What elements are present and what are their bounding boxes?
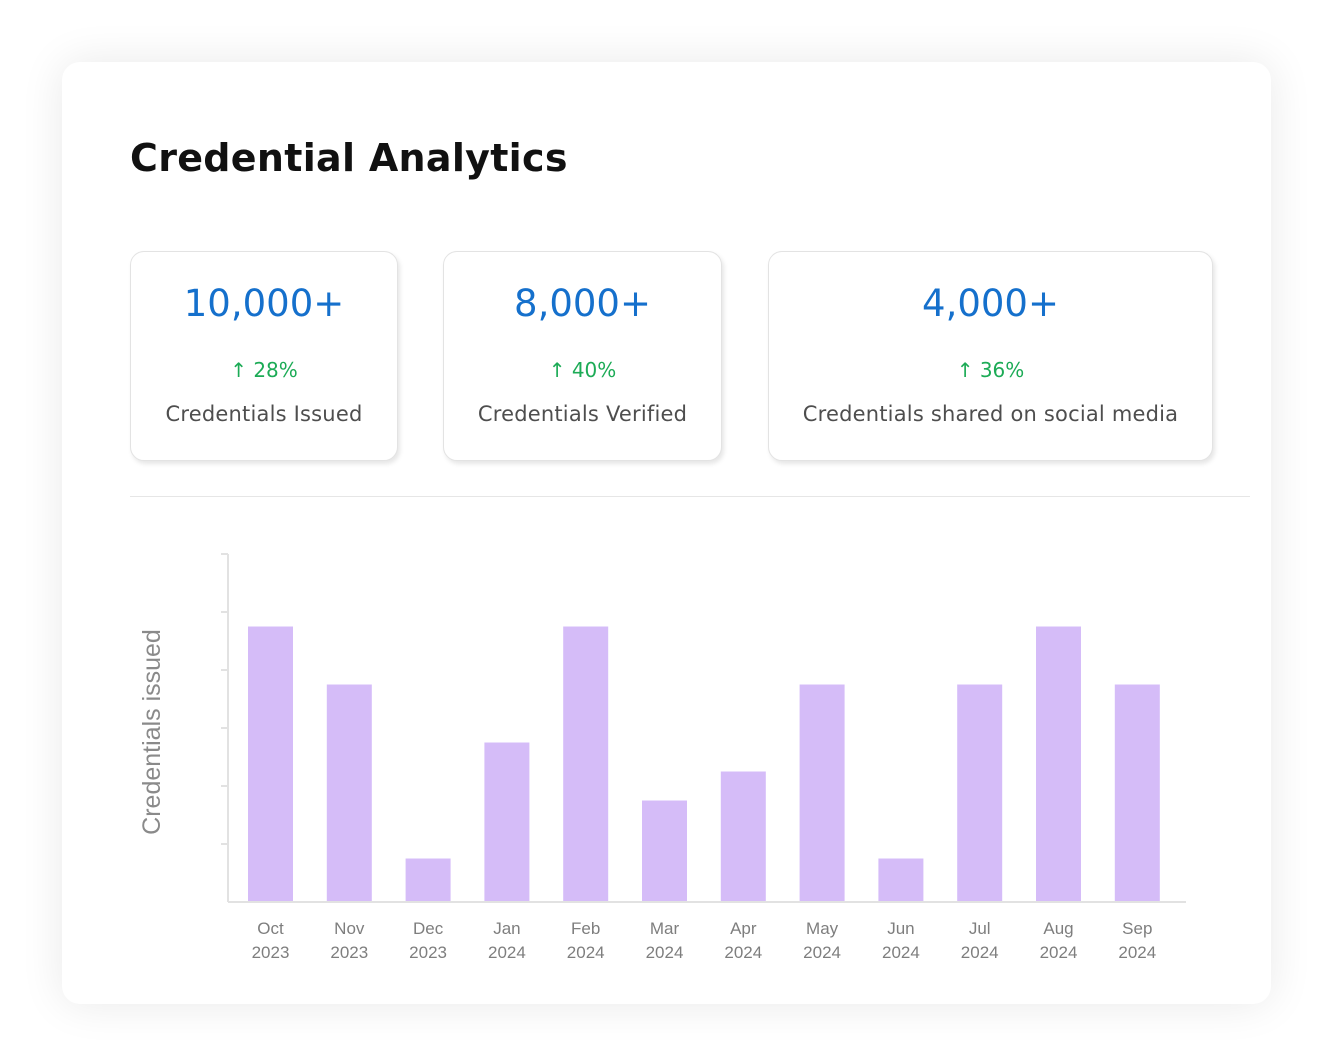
analytics-card: Credential Analytics 10,000+ ↑ 28% Crede… xyxy=(62,62,1271,1004)
bar-series xyxy=(248,626,1160,902)
x-tick-label-year: 2024 xyxy=(803,943,841,962)
bar xyxy=(248,626,293,902)
stat-value: 10,000+ xyxy=(183,282,345,325)
bar xyxy=(720,771,766,902)
stat-change: ↑ 40% xyxy=(548,358,617,382)
x-tick-label-month: Dec xyxy=(413,919,444,938)
x-tick-label-month: Feb xyxy=(571,919,600,938)
x-tick-labels: Oct 2023 Nov 2023 Dec 2023 Jan 2024 Feb 2024 Mar 20… xyxy=(252,919,1157,962)
bar-chart: Oct 2023 Nov 2023 Dec 2023 Jan 2024 Feb 2024 Mar 20… xyxy=(138,553,1186,962)
x-tick-label-month: Mar xyxy=(650,919,680,938)
x-tick-label-year: 2024 xyxy=(646,943,684,962)
y-axis-label: Credentials issued xyxy=(138,629,166,835)
x-tick-label-month: Jun xyxy=(887,919,914,938)
x-tick-label-month: May xyxy=(806,919,839,938)
x-tick-label-month: Jul xyxy=(969,919,991,938)
x-tick-label-year: 2023 xyxy=(252,943,290,962)
stat-value: 8,000+ xyxy=(514,282,651,325)
stat-label: Credentials Verified xyxy=(477,402,688,426)
stat-change: ↑ 28% xyxy=(230,358,298,382)
stat-label: Credentials shared on social media xyxy=(802,402,1179,426)
bar xyxy=(563,626,609,902)
x-tick-label-year: 2024 xyxy=(724,943,762,962)
bar xyxy=(878,858,924,902)
x-tick-label-year: 2023 xyxy=(409,943,447,962)
section-divider xyxy=(130,496,1250,497)
page-title: Credential Analytics xyxy=(130,136,568,180)
stat-change: ↑ 36% xyxy=(956,358,1025,382)
stat-label: Credentials Issued xyxy=(165,402,363,426)
x-tick-label-year: 2024 xyxy=(1118,943,1156,962)
bar xyxy=(1114,684,1160,902)
bar xyxy=(642,800,687,902)
x-tick-label-year: 2024 xyxy=(882,943,920,962)
x-tick-label-year: 2024 xyxy=(488,943,526,962)
x-tick-label-month: Nov xyxy=(334,919,365,938)
x-tick-label-year: 2024 xyxy=(567,943,605,962)
x-tick-label-month: Apr xyxy=(730,919,757,938)
x-tick-label-month: Sep xyxy=(1122,919,1152,938)
bar xyxy=(405,858,451,902)
stat-value: 4,000+ xyxy=(922,282,1059,325)
x-tick-label-month: Aug xyxy=(1043,919,1073,938)
stat-card-shared: 4,000+ ↑ 36% Credentials shared on socia… xyxy=(768,251,1213,461)
x-tick-label-month: Oct xyxy=(257,919,284,938)
bar xyxy=(484,742,530,902)
bar xyxy=(957,684,1003,902)
chart-axes xyxy=(221,553,1186,903)
x-tick-label-year: 2024 xyxy=(1040,943,1078,962)
x-tick-label-year: 2023 xyxy=(330,943,368,962)
bar xyxy=(799,684,845,902)
bar xyxy=(1036,626,1081,902)
bar xyxy=(326,684,372,902)
stat-card-verified: 8,000+ ↑ 40% Credentials Verified xyxy=(443,251,722,461)
stat-card-issued: 10,000+ ↑ 28% Credentials Issued xyxy=(130,251,398,461)
x-tick-label-year: 2024 xyxy=(961,943,999,962)
x-tick-label-month: Jan xyxy=(493,919,520,938)
